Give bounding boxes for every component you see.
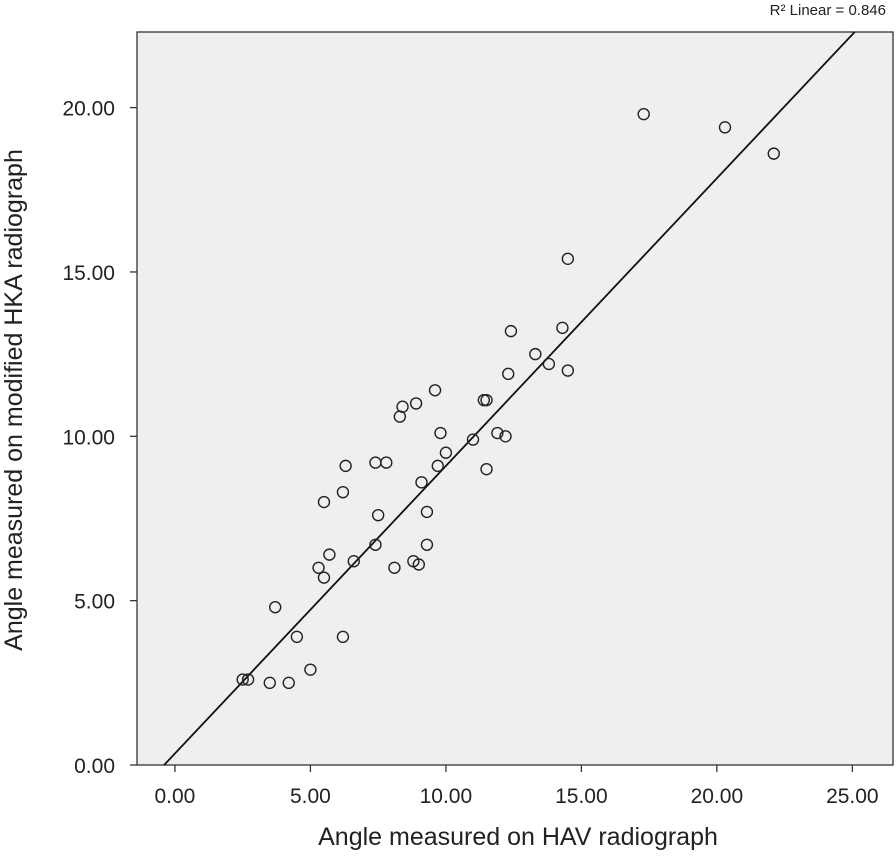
data-point [312,561,325,574]
data-point [499,430,512,443]
x-tick-label: 15.00 [555,785,608,808]
data-point [371,508,385,522]
data-point [388,561,401,574]
plot-background [136,31,894,766]
data-point [480,462,493,476]
data-point [236,673,249,686]
data-point [241,673,255,686]
data-point [339,459,352,473]
fit-line [163,31,856,766]
data-point [431,459,444,473]
y-tick-label: 20.00 [62,98,115,121]
data-point [412,558,426,571]
data-point [529,347,542,361]
x-tick-label: 25.00 [826,785,879,808]
data-point [380,456,393,469]
data-point [323,548,336,561]
data-point [263,676,276,690]
data-point [409,397,423,410]
data-point [420,538,434,551]
data-point [396,400,409,413]
data-point [317,495,331,509]
x-tick-label: 20.00 [691,785,744,808]
data-point [439,446,453,459]
data-point [304,663,317,676]
data-point [336,630,350,644]
r-squared-annotation: R² Linear = 0.846 [770,2,886,19]
x-tick-label: 0.00 [154,785,195,808]
data-point [504,324,518,338]
data-point [767,147,780,160]
x-tick-label: 5.00 [290,785,331,808]
data-point [420,505,434,519]
data-point [290,630,304,644]
data-point [502,367,515,381]
y-tick-label: 0.00 [74,755,115,778]
y-tick-label: 5.00 [74,591,115,614]
data-point [428,384,442,397]
y-tick-label: 15.00 [62,262,115,285]
y-tick-label: 10.00 [62,426,115,449]
data-point [561,364,575,377]
data-point [336,485,350,499]
data-point [556,321,569,335]
data-point [491,426,504,440]
data-point [317,571,331,584]
data-point [347,555,360,568]
data-point [415,476,428,489]
data-point [480,393,493,407]
data-point [369,538,382,551]
data-point [268,601,282,614]
data-point [561,252,575,266]
x-tick-label: 10.00 [420,785,473,808]
data-point [542,357,556,371]
y-axis-title: Angle measured on modified HKA radiograp… [0,149,28,651]
data-point [282,676,295,690]
data-point [718,121,732,134]
data-point [466,433,480,446]
data-point [637,107,650,121]
data-point [434,426,447,440]
x-axis-title: Angle measured on HAV radiograph [318,823,718,851]
